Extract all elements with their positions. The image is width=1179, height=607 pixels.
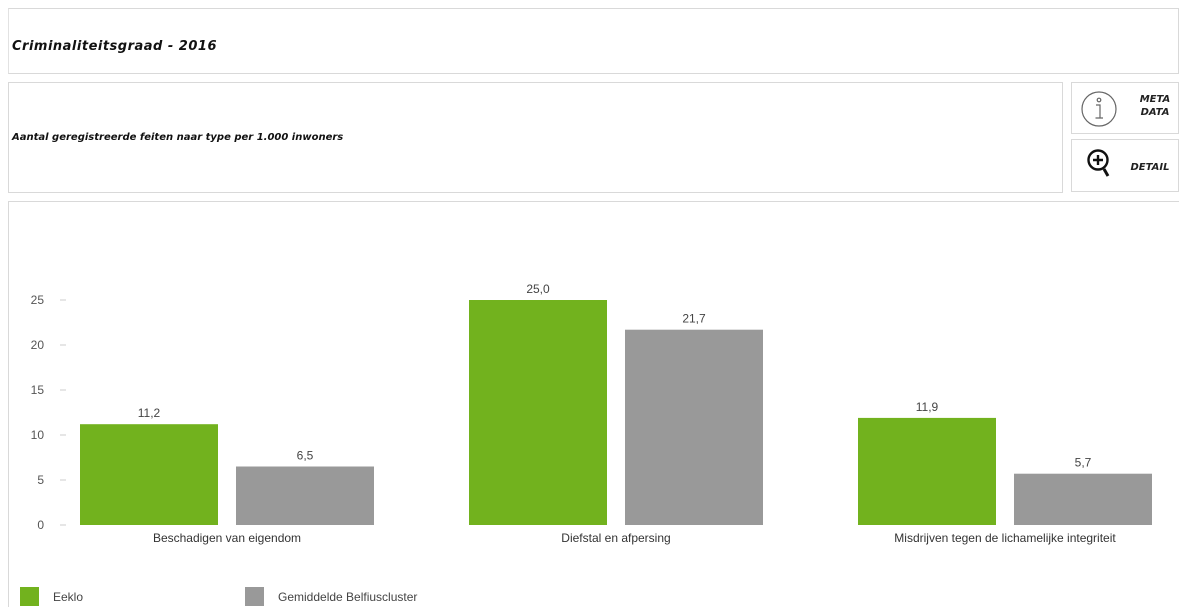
data-label: 5,7	[1075, 456, 1092, 470]
bar-eeklo[interactable]	[469, 300, 607, 525]
y-axis: 0 5 10 15 20 25	[31, 293, 66, 532]
legend-swatch-eeklo	[20, 587, 39, 606]
legend-item-eeklo[interactable]: Eeklo	[20, 587, 83, 606]
title-panel: Criminaliteitsgraad - 2016	[8, 8, 1179, 74]
x-category-label: Beschadigen van eigendom	[153, 531, 301, 545]
chart-title: Criminaliteitsgraad - 2016	[12, 39, 217, 54]
metadata-button[interactable]: META DATA	[1071, 82, 1179, 134]
y-tick-label: 20	[31, 338, 45, 352]
y-tick-label: 5	[37, 473, 44, 487]
legend-label-cluster: Gemiddelde Belfiuscluster	[278, 589, 418, 604]
bar-cluster[interactable]	[1014, 473, 1152, 525]
legend-swatch-cluster	[245, 587, 264, 606]
detail-button[interactable]: DETAIL	[1071, 139, 1179, 192]
x-category-label: Diefstal en afpersing	[561, 531, 670, 545]
bar-cluster[interactable]	[625, 329, 763, 525]
bar-cluster[interactable]	[236, 466, 374, 526]
data-label: 6,5	[297, 449, 314, 463]
zoom-in-icon	[1087, 149, 1110, 177]
y-tick-label: 0	[37, 518, 44, 532]
bar-eeklo[interactable]	[858, 417, 996, 525]
x-axis: Beschadigen van eigendom Diefstal en afpe…	[153, 531, 1116, 545]
y-tick-label: 10	[31, 428, 45, 442]
info-icon	[1081, 91, 1117, 127]
y-tick-label: 25	[31, 293, 45, 307]
data-label: 21,7	[682, 312, 706, 326]
data-labels: 11,2 6,5 25,0 21,7 11,9 5,7	[138, 282, 1092, 470]
legend-label-eeklo: Eeklo	[53, 589, 84, 604]
metadata-label: META DATA	[1139, 94, 1171, 118]
data-label: 11,2	[138, 406, 161, 420]
bars	[80, 300, 1152, 525]
x-category-label: Misdrijven tegen de lichamelijke integri…	[894, 531, 1116, 545]
y-tick-label: 15	[31, 383, 45, 397]
data-label: 25,0	[526, 282, 550, 296]
data-label: 11,9	[916, 400, 939, 414]
bar-eeklo[interactable]	[80, 424, 218, 525]
chart-subtitle: Aantal geregistreerde feiten naar type p…	[12, 132, 344, 143]
legend-item-cluster[interactable]: Gemiddelde Belfiuscluster	[245, 587, 417, 606]
subtitle-panel: Aantal geregistreerde feiten naar type p…	[8, 82, 1063, 193]
detail-label: DETAIL	[1130, 162, 1170, 173]
